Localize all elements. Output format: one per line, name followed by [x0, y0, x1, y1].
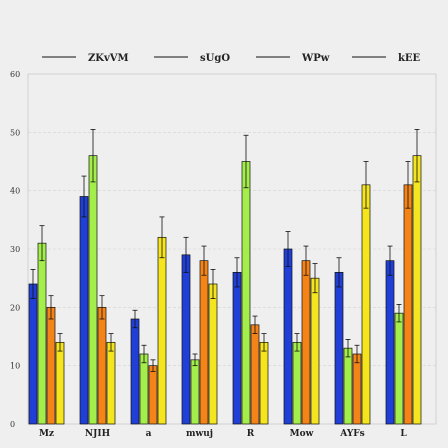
bar	[343, 347, 353, 425]
bar	[385, 260, 395, 425]
bar	[37, 242, 47, 425]
bar	[310, 277, 320, 425]
y-axis-ticks: 0 10 20 30 40 50 60	[10, 70, 20, 429]
bar	[394, 312, 404, 425]
y-tick-label: 50	[10, 128, 20, 137]
y-tick-label: 30	[10, 245, 20, 254]
bar	[190, 359, 200, 425]
x-tick-label: a	[146, 429, 152, 439]
legend-label: WPw	[301, 53, 330, 64]
legend-label: kEE	[398, 53, 421, 64]
bar	[403, 184, 413, 425]
bar	[334, 271, 344, 425]
x-axis-labels: Mz NJIH a mwuj R Mow AYFs L	[39, 429, 407, 439]
bar	[250, 324, 260, 425]
bar	[46, 306, 56, 425]
bar	[412, 155, 422, 425]
legend-label: sUgO	[200, 53, 230, 64]
bar	[232, 271, 242, 425]
bars	[28, 155, 422, 425]
legend-label: ZKvVM	[88, 53, 129, 64]
bar	[130, 318, 140, 425]
legend: ZKvVM sUgO WPw kEE	[42, 53, 421, 64]
y-tick-label: 20	[10, 303, 20, 312]
bar	[157, 236, 167, 425]
bar	[55, 341, 65, 425]
bar	[88, 155, 98, 425]
error-bars	[30, 129, 420, 372]
bar	[148, 365, 158, 425]
bar	[106, 341, 116, 425]
bar	[301, 260, 311, 425]
y-tick-label: 60	[10, 70, 20, 79]
bar	[361, 184, 371, 425]
bar	[259, 341, 269, 425]
bar	[181, 254, 191, 425]
bar	[208, 283, 218, 425]
bar	[241, 161, 251, 425]
bar	[292, 341, 302, 425]
bar	[199, 260, 209, 425]
y-tick-label: 40	[10, 187, 20, 196]
x-tick-label: mwuj	[186, 429, 213, 439]
bar	[283, 248, 293, 425]
bar	[97, 306, 107, 425]
x-tick-label: L	[400, 429, 407, 439]
x-tick-label: R	[247, 429, 255, 439]
x-tick-label: Mow	[290, 429, 314, 439]
bar	[139, 353, 149, 425]
x-tick-label: NJIH	[85, 429, 111, 439]
bar	[79, 196, 89, 425]
y-tick-label: 0	[10, 420, 15, 429]
bar	[28, 283, 38, 425]
y-tick-label: 10	[10, 362, 20, 371]
bar	[352, 353, 362, 425]
x-tick-label: Mz	[39, 429, 54, 439]
x-tick-label: AYFs	[339, 429, 364, 439]
